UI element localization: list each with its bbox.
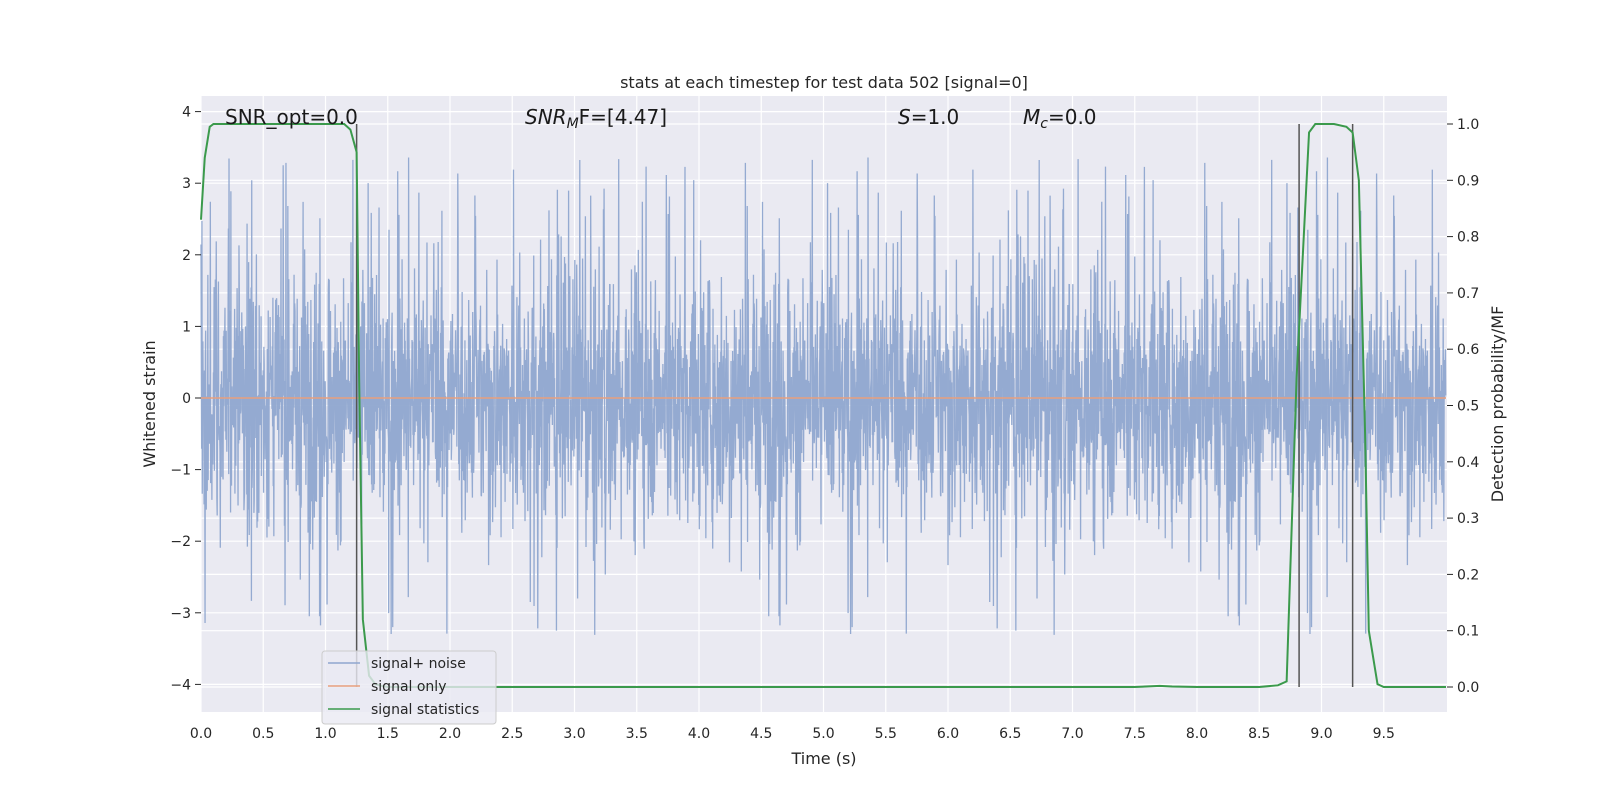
- y2-tick-label: 0.6: [1457, 342, 1479, 358]
- x-tick-label: 0.5: [252, 726, 274, 742]
- annotation-mc: Mc=0.0: [1023, 105, 1097, 132]
- y2-tick-label: 0.7: [1457, 286, 1479, 302]
- s-symbol: S: [898, 105, 911, 129]
- snr-mf-value: F=[4.47]: [579, 105, 667, 129]
- y-tick-label: −4: [170, 677, 191, 693]
- x-tick-label: 8.5: [1248, 726, 1270, 742]
- x-tick-label: 1.0: [314, 726, 336, 742]
- x-tick-label: 2.5: [501, 726, 523, 742]
- y2-tick-label: 0.2: [1457, 567, 1479, 583]
- legend-label-signal-statistics: signal statistics: [371, 702, 479, 718]
- y-tick-label: −3: [170, 606, 191, 622]
- y2-tick-label: 0.9: [1457, 173, 1479, 189]
- x-tick-label: 6.5: [999, 726, 1021, 742]
- y2-tick-label: 0.3: [1457, 511, 1479, 527]
- y2-tick-label: 1.0: [1457, 117, 1479, 133]
- y2-axis-ticks: 1.0 0.9 0.8 0.7 0.6 0.5 0.4 0.3 0.2 0.1 0.0: [1447, 117, 1479, 696]
- y-tick-label: 0: [182, 391, 191, 407]
- x-tick-label: 4.5: [750, 726, 772, 742]
- y2-tick-label: 0.5: [1457, 399, 1479, 415]
- y-tick-label: −2: [170, 534, 191, 550]
- mc-value: =0.0: [1048, 105, 1097, 129]
- x-tick-label: 9.5: [1373, 726, 1395, 742]
- chart-title: stats at each timestep for test data 502…: [620, 73, 1028, 92]
- x-tick-label: 5.0: [812, 726, 834, 742]
- y-axis-title: Whitened strain: [140, 340, 159, 467]
- annotation-snr-opt: SNR_opt=0.0: [225, 105, 358, 129]
- x-tick-label: 6.0: [937, 726, 959, 742]
- x-tick-label: 4.0: [688, 726, 710, 742]
- x-tick-label: 0.0: [190, 726, 212, 742]
- mc-subscript: c: [1040, 116, 1048, 132]
- y-tick-label: 4: [182, 105, 191, 121]
- x-tick-label: 8.0: [1186, 726, 1208, 742]
- x-axis-ticks: 0.0 0.5 1.0 1.5 2.0 2.5 3.0 3.5 4.0 4.5 5.0 5.5 6.0 6…: [190, 726, 1395, 742]
- series-signal-statistics: [200, 123, 1446, 688]
- x-axis-title: Time (s): [790, 749, 856, 768]
- mc-symbol: M: [1023, 105, 1040, 129]
- y2-tick-label: 0.1: [1457, 624, 1479, 640]
- legend-label-signal-noise: signal+ noise: [371, 656, 466, 672]
- x-tick-label: 9.0: [1310, 726, 1332, 742]
- series-signal-noise: [200, 157, 1447, 635]
- legend: signal+ noise signal only signal statist…: [321, 650, 497, 725]
- x-tick-label: 3.5: [626, 726, 648, 742]
- signal-noise-line: [200, 157, 1447, 635]
- y2-axis-title: Detection probability/MF: [1488, 306, 1507, 503]
- y-axis-ticks: 4 3 2 1 0 −1 −2 −3 −4: [170, 105, 201, 693]
- x-tick-label: 1.5: [377, 726, 399, 742]
- signal-statistics-line: [200, 123, 1446, 688]
- x-tick-label: 3.0: [563, 726, 585, 742]
- legend-box: [321, 650, 497, 725]
- x-tick-label: 7.5: [1124, 726, 1146, 742]
- s-value: =1.0: [911, 105, 960, 129]
- y-tick-label: 1: [182, 319, 191, 335]
- x-tick-label: 5.5: [875, 726, 897, 742]
- x-tick-label: 2.0: [439, 726, 461, 742]
- snr-mf-symbol: SNR: [525, 105, 567, 129]
- y2-tick-label: 0.8: [1457, 230, 1479, 246]
- y-tick-label: −1: [170, 463, 191, 479]
- y-tick-label: 3: [182, 176, 191, 192]
- x-tick-label: 7.0: [1061, 726, 1083, 742]
- annotation-s: S=1.0: [898, 105, 959, 129]
- legend-label-signal-only: signal only: [371, 679, 446, 695]
- y-tick-label: 2: [182, 248, 191, 264]
- y2-tick-label: 0.0: [1457, 680, 1479, 696]
- y2-tick-label: 0.4: [1457, 455, 1479, 471]
- snr-mf-subscript: M: [567, 116, 579, 132]
- annotation-snr-mf: SNRMF=[4.47]: [525, 105, 667, 132]
